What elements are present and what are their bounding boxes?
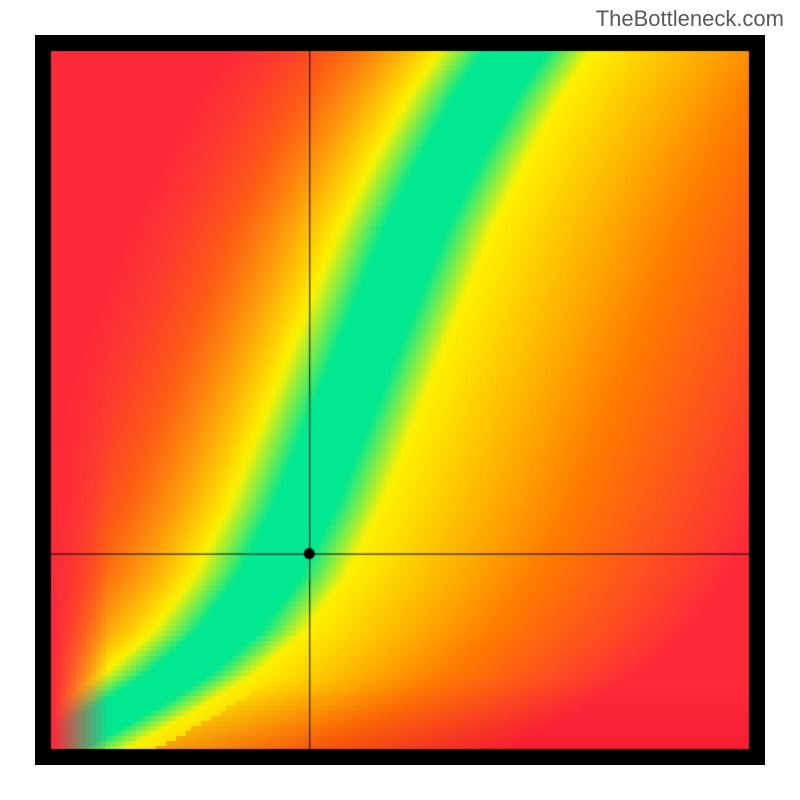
heatmap-canvas <box>35 35 765 765</box>
watermark-text: TheBottleneck.com <box>596 6 784 32</box>
chart-container: TheBottleneck.com <box>0 0 800 800</box>
plot-area <box>35 35 765 765</box>
